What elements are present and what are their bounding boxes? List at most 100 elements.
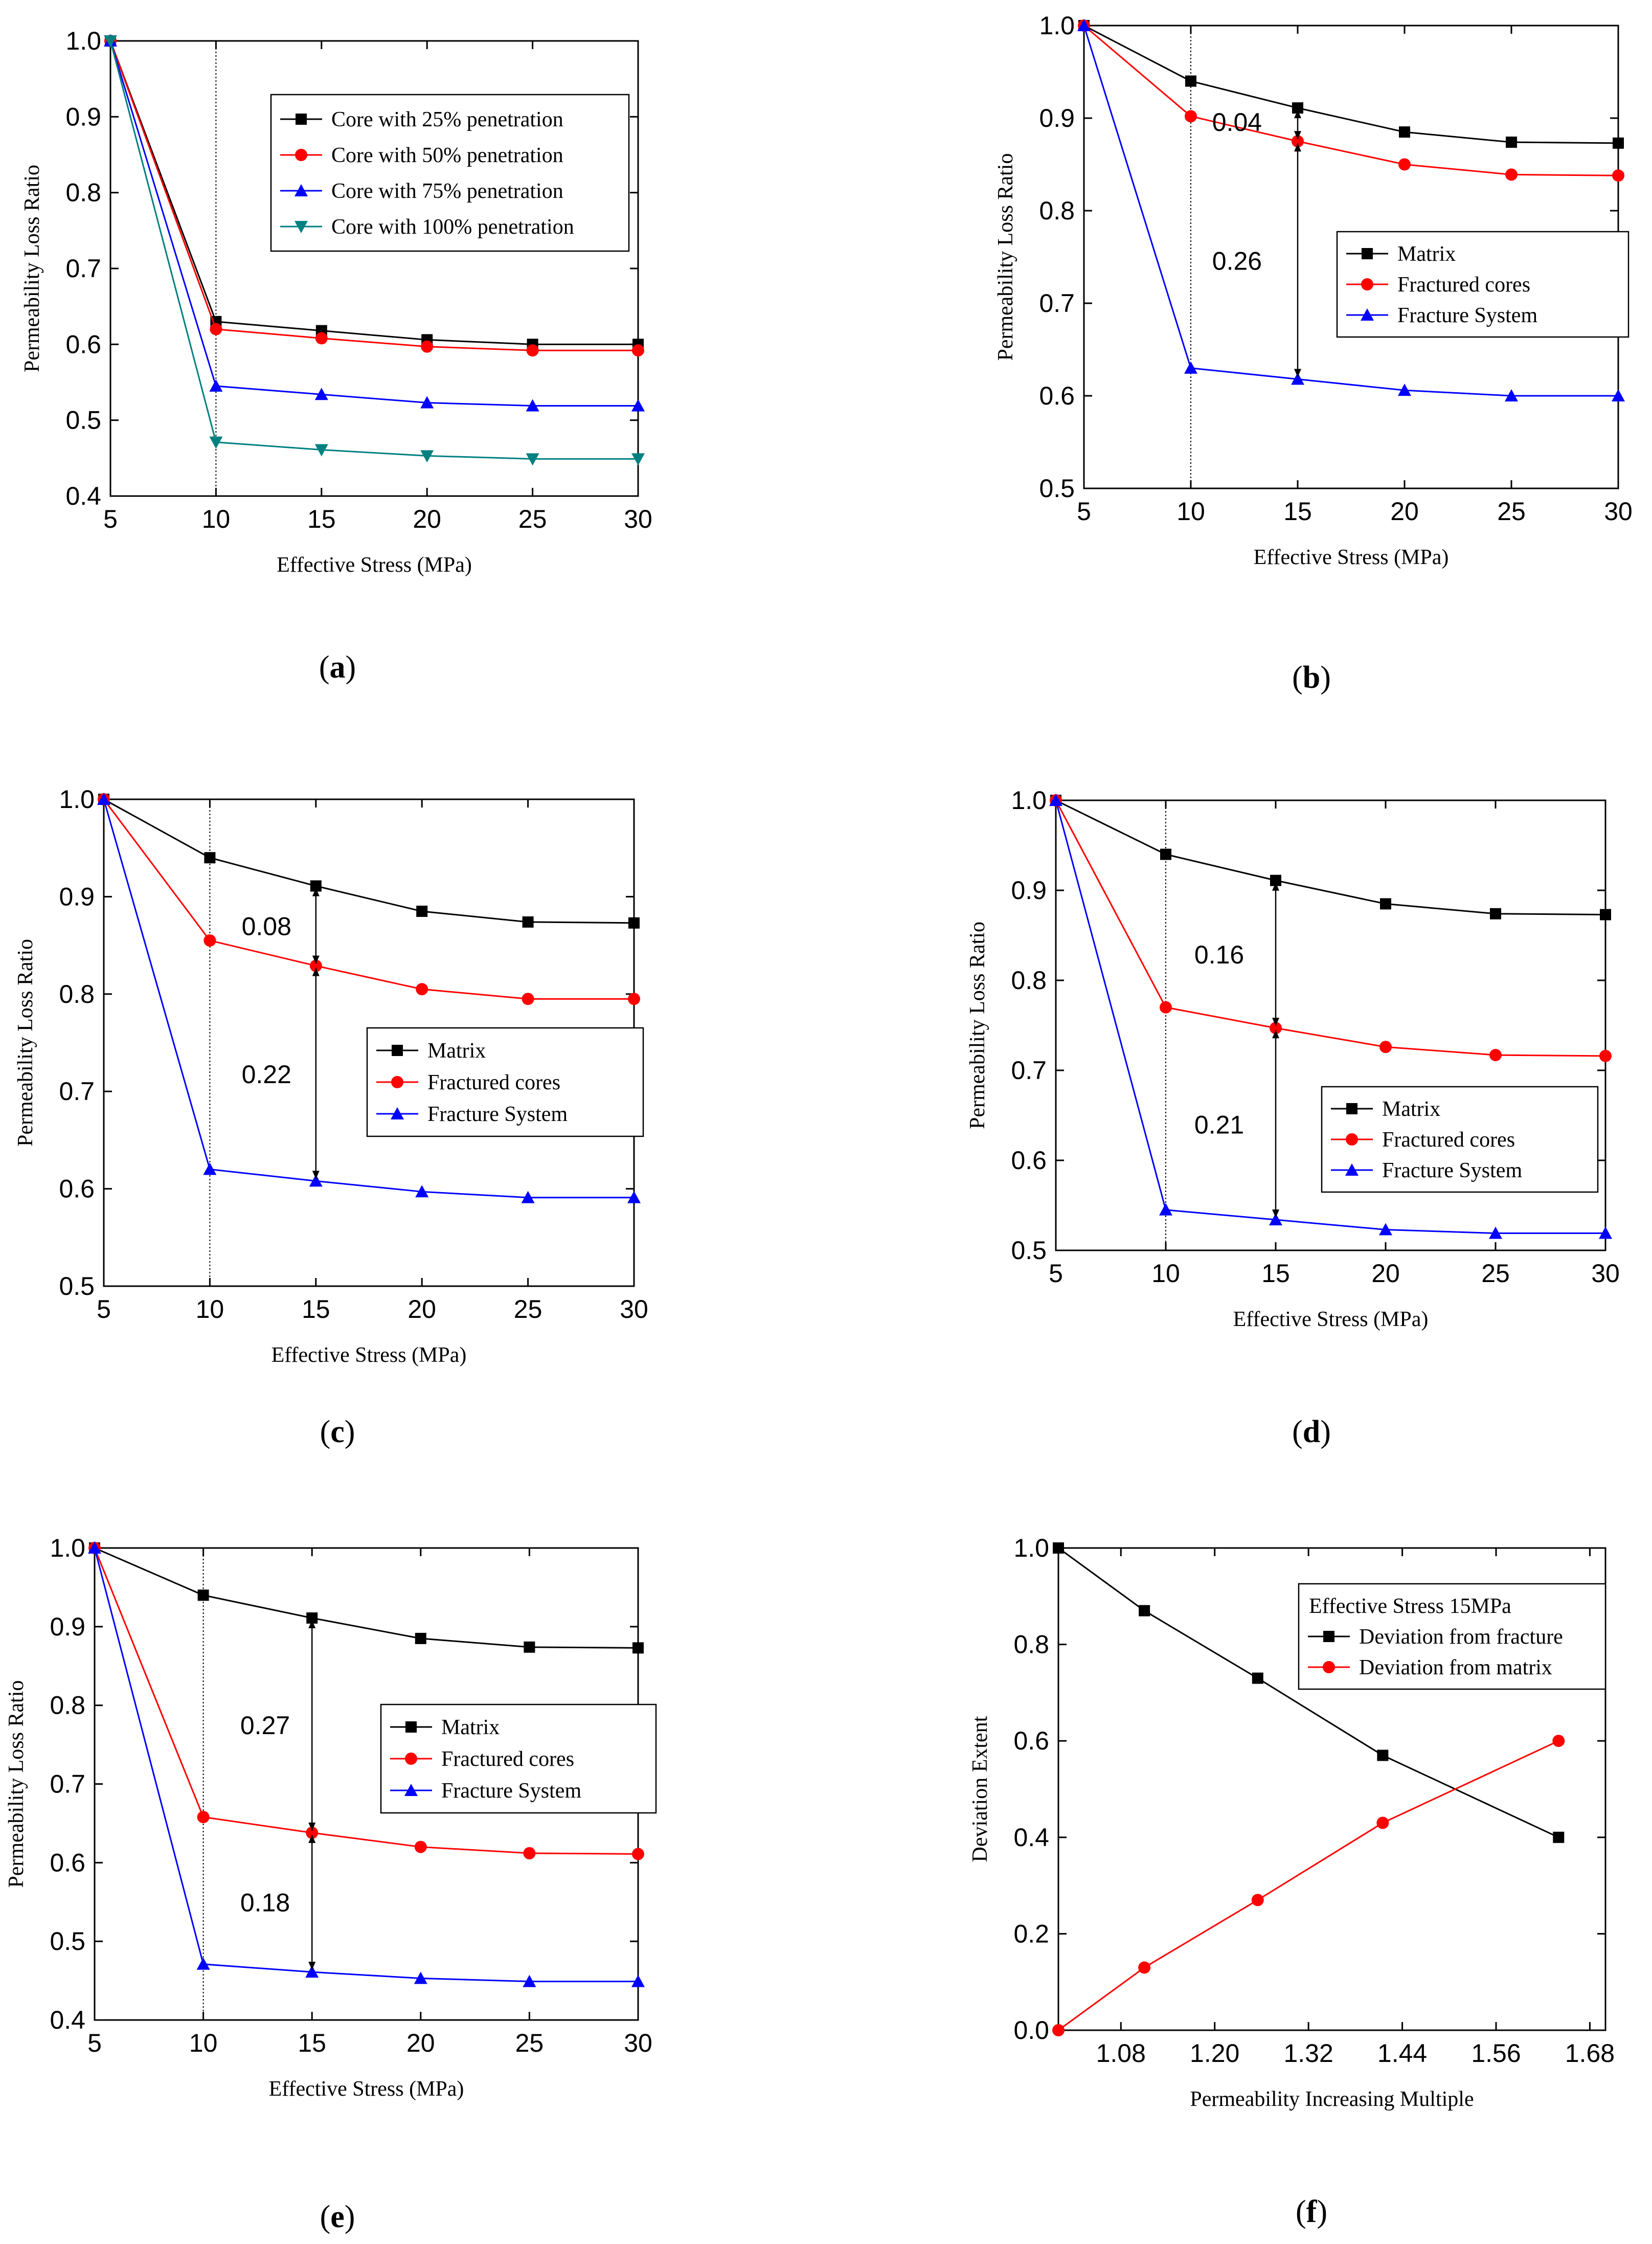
legend-entry-c-2: Fracture System xyxy=(427,1103,568,1126)
data-point-b-0 xyxy=(1506,137,1517,148)
data-point-c-0 xyxy=(204,852,216,864)
data-point-d-1 xyxy=(1599,1049,1612,1062)
legend-title-f: Effective Stress 15MPa xyxy=(1309,1595,1511,1618)
x-tick-label-d: 15 xyxy=(1261,1259,1290,1288)
annotation-arrowhead-top-e-1 xyxy=(308,1834,316,1843)
data-point-a-2 xyxy=(526,399,539,412)
x-axis-label-b: Effective Stress (MPa) xyxy=(1254,546,1449,569)
annotation-arrowhead-top-d-0 xyxy=(1272,882,1279,891)
legend-entry-d-1: Fractured cores xyxy=(1382,1128,1515,1152)
panel-label-e-letter: e xyxy=(330,2200,345,2234)
data-point-c-1 xyxy=(309,959,322,972)
legend-entry-d-2: Fracture System xyxy=(1382,1159,1522,1182)
x-tick-label-f: 1.56 xyxy=(1471,2039,1521,2068)
y-tick-label-f: 0.4 xyxy=(1013,1823,1049,1852)
series-line-c-2 xyxy=(103,799,634,1199)
data-point-a-3 xyxy=(420,450,434,463)
y-tick-label-f: 0.2 xyxy=(1013,1919,1049,1948)
data-point-d-2 xyxy=(1049,794,1062,806)
legend-swatch-marker-c-0 xyxy=(392,1045,403,1056)
data-point-a-2 xyxy=(209,379,223,392)
annotation-arrowhead-top-d-1 xyxy=(1272,1030,1279,1039)
data-point-b-1 xyxy=(1612,169,1624,182)
legend-swatch-marker-b-0 xyxy=(1362,248,1373,259)
legend-swatch-marker-e-0 xyxy=(405,1721,417,1733)
panel-label-e: (e) xyxy=(320,2200,355,2234)
data-point-e-1 xyxy=(414,1841,427,1853)
x-tick-label-d: 10 xyxy=(1151,1259,1180,1288)
x-tick-label-b: 20 xyxy=(1390,497,1419,526)
legend-entry-c-0: Matrix xyxy=(427,1039,486,1063)
annotation-arrowhead-bottom-b-0 xyxy=(1294,131,1301,140)
y-tick-label-e: 0.8 xyxy=(50,1691,85,1720)
legend-entry-b-2: Fracture System xyxy=(1397,304,1537,327)
series-line-d-2 xyxy=(1055,800,1605,1235)
data-point-f-0 xyxy=(1139,1605,1150,1617)
x-tick-label-a: 15 xyxy=(307,505,336,533)
data-point-a-3 xyxy=(104,35,117,48)
data-point-f-0 xyxy=(1553,1831,1565,1843)
y-tick-label-d: 0.8 xyxy=(1011,966,1047,995)
x-tick-label-c: 30 xyxy=(620,1295,648,1323)
legend-swatch-marker-e-1 xyxy=(405,1753,417,1765)
data-point-e-2 xyxy=(196,1957,210,1970)
y-tick-label-b: 0.6 xyxy=(1039,382,1075,410)
x-tick-label-b: 5 xyxy=(1077,497,1091,526)
data-point-e-1 xyxy=(306,1826,319,1839)
data-point-e-0 xyxy=(306,1612,318,1624)
data-point-f-1 xyxy=(1552,1735,1565,1747)
data-point-a-1 xyxy=(421,340,434,353)
y-tick-label-c: 0.5 xyxy=(59,1272,95,1300)
legend-entry-a-2: Core with 75% penetration xyxy=(331,179,563,203)
data-point-e-2 xyxy=(414,1971,427,1984)
data-point-b-2 xyxy=(1291,372,1304,385)
x-tick-label-e: 20 xyxy=(406,2029,435,2057)
plot-frame-d xyxy=(1055,799,1606,1251)
annotation-label-c-1: 0.22 xyxy=(242,1060,291,1089)
chart-panel-b: (b) 0.5 0.6 0.7 0.8 0.9 1.0 5 10 15 20 25 30 Effecti… xyxy=(994,11,1633,695)
data-point-e-2 xyxy=(631,1974,645,1987)
data-point-b-1 xyxy=(1398,158,1411,171)
series-line-d-0 xyxy=(1055,799,1606,916)
x-tick-label-d: 20 xyxy=(1371,1259,1400,1288)
data-point-c-2 xyxy=(627,1191,641,1203)
data-point-b-2 xyxy=(1398,384,1411,396)
annotation-arrowhead-bottom-c-1 xyxy=(312,1171,320,1179)
legend-entry-a-1: Core with 50% penetration xyxy=(331,144,563,167)
panel-label-d: (d) xyxy=(1292,1415,1331,1449)
x-tick-label-f: 1.20 xyxy=(1190,2039,1239,2068)
panel-label-c: (c) xyxy=(320,1415,355,1449)
legend-entry-a-3: Core with 100% penetration xyxy=(331,215,574,239)
data-point-a-3 xyxy=(631,453,645,466)
x-tick-label-f: 1.68 xyxy=(1565,2039,1615,2068)
x-axis-label-d: Effective Stress (MPa) xyxy=(1233,1308,1429,1331)
data-point-f-0 xyxy=(1377,1749,1389,1761)
y-axis-label-c: Permeability Loss Ratio xyxy=(14,939,37,1147)
data-point-b-2 xyxy=(1077,19,1091,31)
legend-swatch-marker-f-0 xyxy=(1323,1631,1334,1642)
x-tick-label-b: 15 xyxy=(1283,497,1312,526)
data-point-c-0 xyxy=(522,916,534,928)
legend-swatch-marker-e-2 xyxy=(404,1784,418,1796)
chart-panel-e: (e) 0.4 0.5 0.6 0.7 0.8 0.9 1.0 5 10 15 20 25 30 Effe… xyxy=(5,1534,657,2234)
data-point-b-2 xyxy=(1505,389,1518,401)
y-tick-label-c: 0.7 xyxy=(59,1077,95,1106)
annotation-label-e-1: 0.18 xyxy=(240,1888,290,1917)
legend-entry-e-2: Fracture System xyxy=(441,1779,581,1803)
data-point-d-0 xyxy=(1270,874,1281,886)
x-tick-label-e: 30 xyxy=(624,2029,652,2057)
x-tick-label-c: 25 xyxy=(514,1295,542,1323)
x-tick-label-a: 20 xyxy=(413,505,441,533)
x-axis-label-e: Effective Stress (MPa) xyxy=(269,2077,464,2101)
annotation-arrowhead-top-c-0 xyxy=(312,888,320,896)
data-point-c-2 xyxy=(97,793,110,805)
y-tick-label-f: 0.6 xyxy=(1013,1726,1049,1755)
legend-swatch-marker-d-1 xyxy=(1346,1133,1358,1146)
data-point-a-2 xyxy=(420,396,434,409)
y-tick-label-c: 0.8 xyxy=(59,980,95,1008)
data-point-b-1 xyxy=(1292,135,1304,148)
data-point-b-0 xyxy=(1185,75,1196,87)
legend-swatch-marker-a-2 xyxy=(295,184,308,196)
x-tick-label-a: 5 xyxy=(103,505,118,533)
